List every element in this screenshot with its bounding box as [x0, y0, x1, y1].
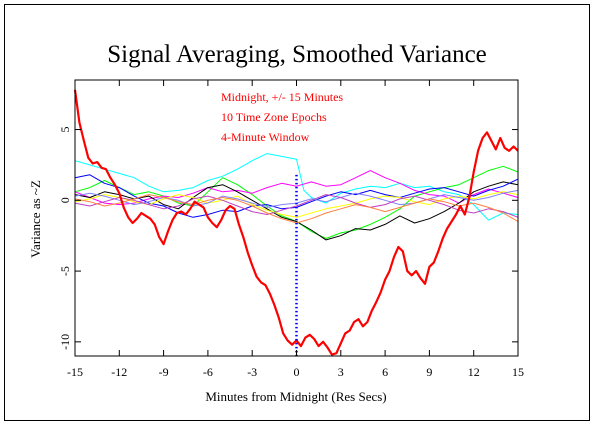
series-line-9	[74, 194, 519, 218]
x-tick-label: -12	[111, 365, 127, 379]
annotation-window: 4-Minute Window	[221, 130, 310, 144]
x-tick-label: 15	[512, 365, 524, 379]
series-line-2	[74, 153, 519, 221]
x-tick-label: -9	[159, 365, 169, 379]
x-tick-label: 12	[468, 365, 480, 379]
x-tick-label: -6	[203, 365, 213, 379]
y-axis-label: Variance as ~Z	[28, 180, 43, 258]
x-tick-label: 6	[382, 365, 388, 379]
x-tick-label: -3	[247, 365, 257, 379]
annotation-time-zone-epochs: 10 Time Zone Epochs	[221, 110, 327, 124]
y-tick-label: 0	[58, 197, 72, 203]
y-tick-label: -10	[58, 334, 72, 350]
y-tick-label: -5	[58, 266, 72, 276]
x-tick-label: 3	[338, 365, 344, 379]
x-tick-label: 0	[294, 365, 300, 379]
tick-layer: -15 -12 -9 -6 -3 0 3 6 9 12 15 5 0 -5 -10	[58, 80, 524, 379]
series-line-4	[74, 170, 519, 206]
annotation-midnight-range: Midnight, +/- 15 Minutes	[221, 90, 343, 104]
series-line-1	[73, 89, 519, 356]
x-axis-label: Minutes from Midnight (Res Secs)	[205, 389, 386, 404]
chart-title: Signal Averaging, Smoothed Variance	[107, 41, 487, 68]
x-tick-label: 9	[426, 365, 432, 379]
series-line-5	[74, 181, 519, 241]
y-tick-label: 5	[58, 127, 72, 133]
x-tick-label: -15	[67, 365, 83, 379]
